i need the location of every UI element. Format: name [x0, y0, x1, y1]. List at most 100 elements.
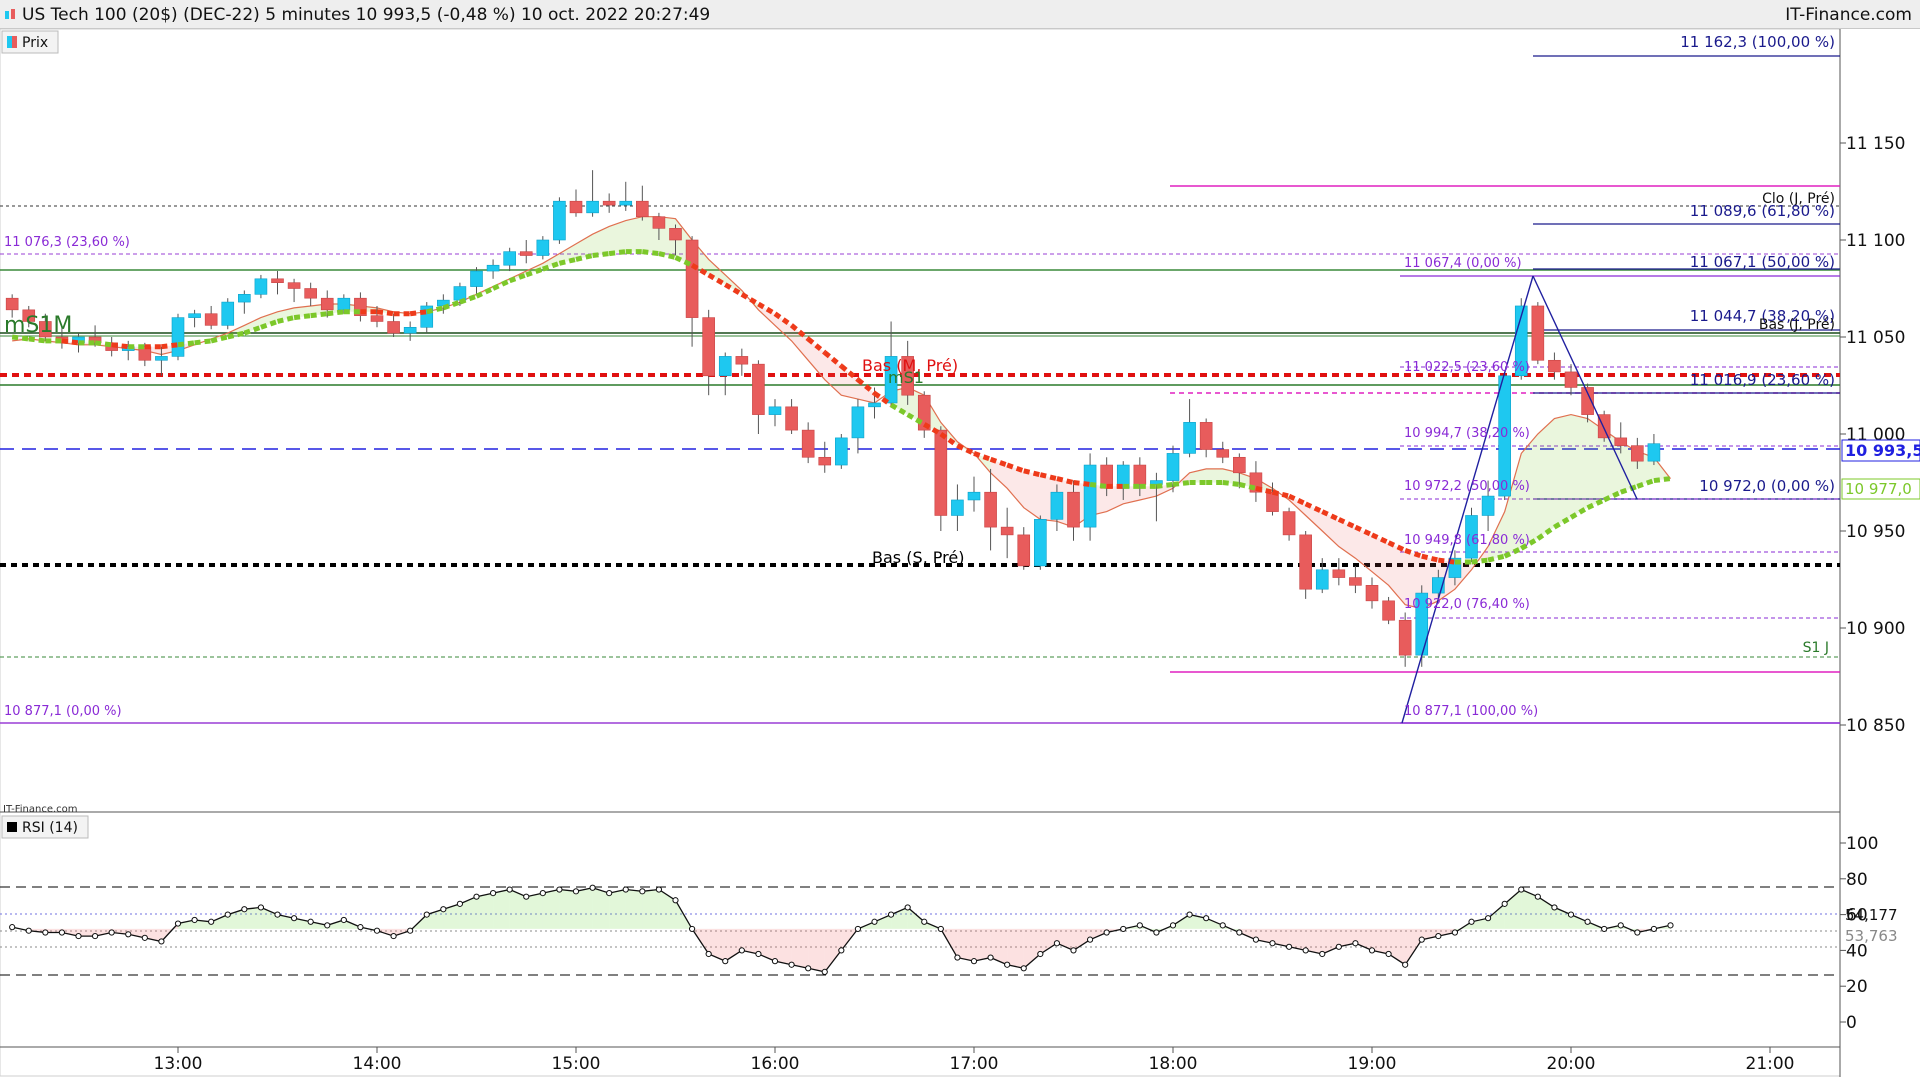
slow-ma-segment [973, 451, 992, 462]
rsi-point [1169, 922, 1177, 929]
candle [1083, 453, 1097, 541]
candle [470, 267, 483, 295]
rsi-fill-segment [294, 918, 311, 929]
candle-body [403, 326, 417, 334]
candle-body [22, 309, 36, 322]
slow-ma-segment [1321, 509, 1340, 522]
candle [1498, 371, 1511, 500]
candle-body [1514, 305, 1528, 377]
price-tick-label: 10 950 [1846, 522, 1905, 542]
rsi-value-label: 54,177 [1845, 906, 1898, 924]
candle-body [1548, 359, 1561, 373]
mid-fibo-618-label: 10 949,8 (61,80 %) [1404, 533, 1530, 548]
rsi-fill-segment [493, 889, 510, 929]
slow-ma-segment [723, 282, 744, 297]
candle-body [735, 356, 749, 365]
time-tick-label: 17:00 [950, 1054, 999, 1074]
candle-body [1631, 445, 1644, 462]
candle-body [752, 363, 765, 415]
candle [1133, 457, 1147, 497]
slow-ma-segment [1337, 517, 1357, 530]
slow-ma-segment [1536, 525, 1556, 541]
slow-ma-segment [542, 260, 561, 272]
mid-fibo-382-label: 10 994,7 (38,20 %) [1404, 426, 1530, 441]
candle [569, 189, 583, 217]
fibo-trendline-up [1401, 275, 1534, 724]
candle-body [884, 356, 898, 404]
slow-ma-segment [1404, 548, 1423, 559]
candle-body [768, 406, 782, 415]
rsi-fill-segment [227, 909, 245, 929]
candle [5, 294, 19, 318]
slow-ma-segment [1222, 480, 1240, 487]
candle-body [1365, 585, 1379, 602]
rsi-fill-segment [576, 887, 593, 929]
mid-fibo-500-label: 10 972,2 (50,00 %) [1404, 479, 1530, 494]
rsi-point [1020, 965, 1027, 972]
slow-ma-segment [1503, 546, 1523, 559]
rsi-fill-segment [1189, 914, 1207, 929]
price-tick-label: 10 900 [1846, 619, 1905, 639]
rsi-point [639, 888, 646, 895]
rsi-legend-swatch [7, 822, 17, 832]
rsi-legend[interactable]: RSI (14) [1, 815, 89, 839]
slow-ma-segment [939, 431, 959, 448]
rsi-point [1650, 925, 1658, 933]
slow-ma-segment [293, 313, 311, 321]
candle [768, 399, 782, 427]
time-tick-label: 13:00 [154, 1054, 203, 1074]
slow-ma-segment [111, 342, 129, 350]
rsi-point [1518, 886, 1525, 893]
rsi-point [423, 911, 430, 918]
candle [586, 170, 599, 217]
candle [1382, 596, 1395, 625]
rsi-fill-segment [1023, 928, 1041, 969]
candle-body [204, 313, 218, 326]
slow-ma-segment [1519, 536, 1540, 551]
rsi-legend-label: RSI (14) [22, 820, 78, 836]
candle-body [1000, 526, 1014, 536]
candle [1017, 527, 1031, 570]
rsi-legend-box[interactable] [1, 815, 89, 839]
candle [1531, 302, 1545, 365]
candle [636, 185, 649, 221]
candle [1365, 577, 1379, 609]
rsi-point [606, 890, 613, 897]
candle [171, 313, 185, 361]
slow-ma-segment [1089, 481, 1107, 489]
candle-body [652, 216, 666, 229]
rsi-point [838, 947, 845, 954]
rsi-point [307, 918, 314, 925]
price-tick-label: 11 150 [1846, 134, 1905, 154]
candle-body [503, 251, 516, 266]
slow-ma-segment [1023, 468, 1041, 478]
rsi-point [1335, 943, 1342, 950]
candle [1050, 484, 1064, 531]
fibo-236-label: 11 016,9 (23,60 %) [1690, 371, 1835, 389]
candle-body [1315, 569, 1329, 590]
chart-title: US Tech 100 (20$) (DEC-22) 5 minutes 10 … [22, 5, 711, 25]
slow-ma-segment [409, 309, 428, 317]
price-legend[interactable]: Prix [1, 30, 59, 54]
candle-body [304, 288, 317, 299]
rsi-point [440, 906, 447, 913]
slow-ma-segment [1471, 557, 1489, 565]
candle [1166, 445, 1180, 493]
fibo-top-label: 11 162,3 (100,00 %) [1680, 33, 1835, 51]
fast-ma-line [12, 216, 1671, 610]
rsi-point [158, 938, 165, 945]
rsi-fill-segment [95, 928, 112, 937]
candle-body [934, 429, 948, 516]
candle-body [669, 228, 682, 241]
slow-ma-segment [94, 340, 112, 348]
rsi-point [705, 950, 712, 958]
time-tick-label: 19:00 [1348, 1054, 1397, 1074]
rsi-point [473, 893, 480, 900]
candle-body [801, 429, 815, 458]
candle [1100, 457, 1113, 497]
rsi-point [125, 931, 132, 938]
rsi-point [1103, 929, 1110, 936]
candle-body [1597, 414, 1611, 439]
candle-body [1564, 371, 1578, 388]
